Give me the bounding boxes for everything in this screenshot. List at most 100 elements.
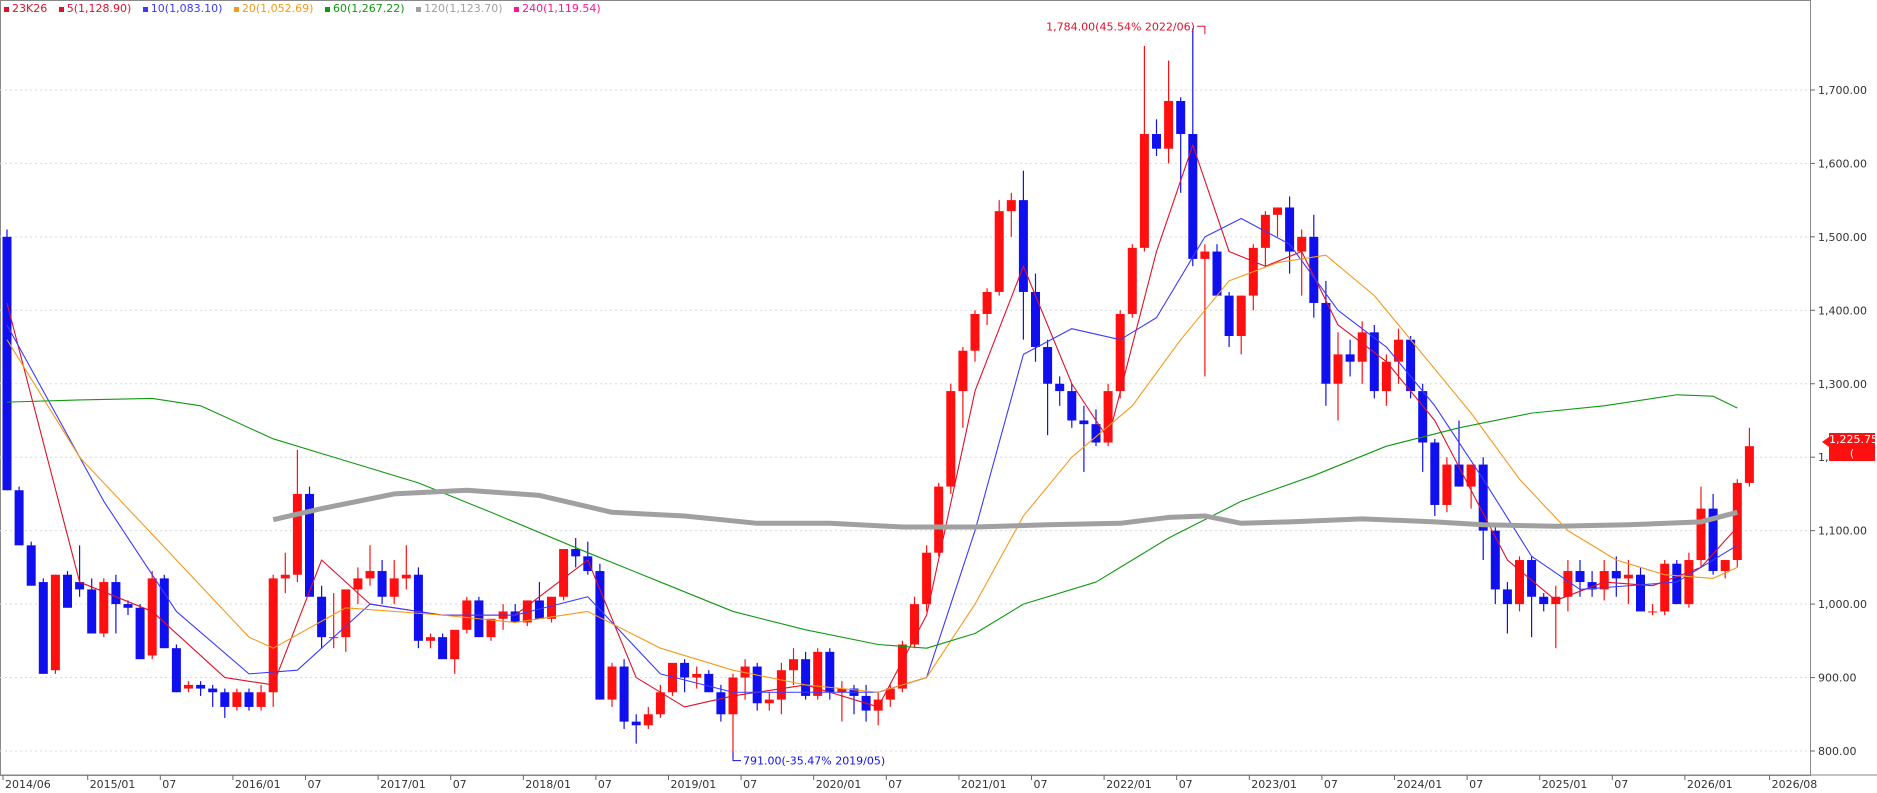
candle-down[interactable]: [171, 648, 181, 693]
candle-up[interactable]: [1333, 354, 1343, 384]
candle-down[interactable]: [1672, 563, 1682, 605]
candle-up[interactable]: [692, 673, 702, 678]
candle-down[interactable]: [63, 574, 72, 608]
candle-up[interactable]: [1357, 332, 1367, 362]
candle-down[interactable]: [752, 666, 762, 704]
candle-up[interactable]: [994, 211, 1004, 292]
candle-up[interactable]: [547, 596, 556, 619]
candle-down[interactable]: [680, 662, 690, 678]
candle-up[interactable]: [668, 662, 677, 693]
candle-up[interactable]: [934, 486, 944, 553]
candle-up[interactable]: [1200, 251, 1210, 259]
candle-down[interactable]: [111, 582, 121, 605]
candle-down[interactable]: [1067, 391, 1077, 421]
candle-up[interactable]: [1381, 361, 1391, 392]
candle-down[interactable]: [1478, 464, 1488, 531]
candle-down[interactable]: [1454, 464, 1464, 487]
candle-up[interactable]: [958, 350, 968, 392]
candle-up[interactable]: [184, 684, 193, 689]
candle-up[interactable]: [292, 493, 302, 575]
candle-down[interactable]: [159, 578, 169, 649]
candle-up[interactable]: [1466, 464, 1476, 487]
candle-down[interactable]: [2, 236, 12, 491]
candle-down[interactable]: [1345, 354, 1355, 362]
candle-up[interactable]: [450, 629, 460, 660]
candle-down[interactable]: [1079, 420, 1089, 425]
candle-up[interactable]: [1273, 207, 1282, 215]
candle-down[interactable]: [825, 651, 835, 693]
candle-up[interactable]: [1660, 563, 1670, 612]
candle-up[interactable]: [970, 313, 980, 351]
candle-up[interactable]: [922, 552, 932, 605]
candle-down[interactable]: [1285, 207, 1295, 252]
candle-up[interactable]: [1563, 571, 1573, 597]
candle-up[interactable]: [776, 670, 786, 700]
candle-down[interactable]: [704, 673, 714, 693]
candle-down[interactable]: [631, 721, 641, 726]
candle-down[interactable]: [1490, 530, 1500, 590]
candle-up[interactable]: [280, 574, 290, 579]
candle-down[interactable]: [438, 637, 448, 660]
candle-down[interactable]: [196, 684, 206, 689]
candle-down[interactable]: [1176, 100, 1186, 135]
candle-up[interactable]: [50, 574, 60, 671]
candle-up[interactable]: [522, 600, 532, 623]
candle-down[interactable]: [1502, 589, 1512, 605]
candle-up[interactable]: [1648, 611, 1658, 613]
candle-down[interactable]: [1587, 582, 1597, 590]
candle-up[interactable]: [1599, 571, 1609, 590]
candle-down[interactable]: [87, 589, 97, 634]
candle-down[interactable]: [1152, 134, 1161, 149]
candle-up[interactable]: [910, 604, 919, 645]
candle-down[interactable]: [1430, 442, 1440, 505]
candle-down[interactable]: [305, 493, 314, 597]
candle-down[interactable]: [1055, 383, 1065, 392]
candle-up[interactable]: [389, 578, 399, 597]
candle-down[interactable]: [1611, 571, 1621, 579]
candle-down[interactable]: [1309, 236, 1319, 303]
candle-down[interactable]: [583, 556, 593, 572]
candle-up[interactable]: [813, 651, 823, 696]
candle-up[interactable]: [1623, 574, 1633, 579]
candle-down[interactable]: [1539, 596, 1549, 605]
candle-down[interactable]: [1043, 347, 1053, 384]
candle-down[interactable]: [1091, 424, 1101, 443]
candle-up[interactable]: [341, 589, 351, 638]
candle-up[interactable]: [1297, 236, 1307, 252]
candle-down[interactable]: [1369, 332, 1379, 392]
candle-up[interactable]: [1103, 391, 1113, 443]
candle-down[interactable]: [571, 549, 581, 557]
candle-down[interactable]: [123, 604, 133, 608]
candle-up[interactable]: [256, 692, 266, 707]
candle-down[interactable]: [1224, 295, 1234, 337]
candle-up[interactable]: [147, 578, 157, 656]
candle-up[interactable]: [1442, 464, 1452, 505]
candle-up[interactable]: [1164, 100, 1174, 149]
candle-up[interactable]: [1127, 247, 1137, 314]
candle-up[interactable]: [837, 688, 847, 693]
candle-up[interactable]: [1696, 508, 1706, 561]
candle-down[interactable]: [1636, 574, 1645, 612]
candle-down[interactable]: [38, 582, 48, 674]
candle-up[interactable]: [897, 644, 907, 689]
candle-up[interactable]: [353, 578, 363, 590]
candle-down[interactable]: [1575, 571, 1585, 583]
candle-up[interactable]: [1236, 295, 1246, 337]
candle-up[interactable]: [982, 291, 992, 314]
candle-down[interactable]: [1321, 302, 1331, 384]
candle-down[interactable]: [317, 596, 327, 638]
candle-up[interactable]: [655, 692, 665, 715]
candle-up[interactable]: [946, 391, 956, 487]
candle-up[interactable]: [764, 699, 774, 704]
candle-up[interactable]: [559, 549, 569, 597]
candle-down[interactable]: [220, 692, 230, 707]
candle-up[interactable]: [1139, 134, 1149, 248]
candle-down[interactable]: [26, 545, 36, 586]
candle-up[interactable]: [643, 714, 653, 726]
candle-down[interactable]: [377, 571, 387, 597]
candle-down[interactable]: [1212, 251, 1222, 296]
candle-up[interactable]: [885, 688, 895, 700]
candle-down[interactable]: [208, 688, 218, 693]
candle-up[interactable]: [401, 574, 411, 579]
